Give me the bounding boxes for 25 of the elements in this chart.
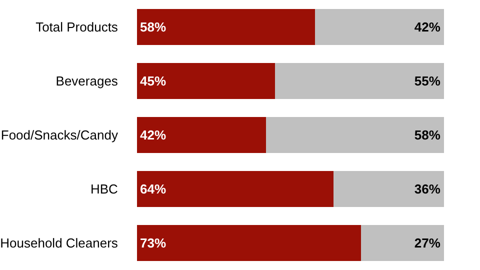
y-tick-label: HBC [90, 182, 136, 197]
y-tick-label: Total Products [36, 20, 136, 35]
y-tick-label: Household Cleaners [0, 236, 136, 251]
bar [137, 171, 334, 207]
bar [137, 63, 276, 99]
bar [314, 9, 444, 45]
y-tick-label: Beverages [56, 74, 136, 89]
data-label: 58% [140, 20, 166, 34]
bar [275, 63, 444, 99]
data-label: 58% [414, 128, 441, 142]
data-label: 55% [414, 74, 441, 88]
bar [137, 9, 315, 45]
y-tick-label: Food/Snacks/Candy [0, 128, 136, 143]
bar [333, 171, 444, 207]
data-label: 42% [414, 20, 441, 34]
data-label: 64% [140, 182, 166, 196]
bar [361, 225, 444, 261]
data-label: 45% [140, 74, 166, 88]
bar [137, 117, 266, 153]
bar [266, 117, 444, 153]
data-label: 42% [140, 128, 166, 142]
bar [137, 225, 361, 261]
data-label: 73% [140, 236, 166, 250]
data-label: 27% [414, 236, 441, 250]
data-label: 36% [414, 182, 441, 196]
